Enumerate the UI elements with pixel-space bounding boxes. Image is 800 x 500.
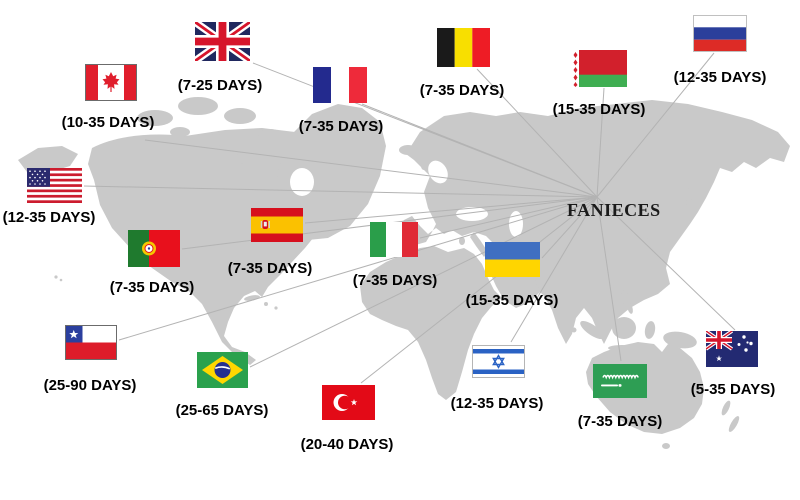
belgium-days-label: (7-35 DAYS) <box>419 82 505 99</box>
chile-days-label: (25-90 DAYS) <box>43 377 137 394</box>
spain-flag-icon <box>251 208 303 242</box>
brazil-flag-icon <box>197 352 248 388</box>
france-days-label: (7-35 DAYS) <box>298 118 384 135</box>
australia-days-label: (5-35 DAYS) <box>690 381 776 398</box>
belarus-days-label: (15-35 DAYS) <box>552 101 646 118</box>
israel-days-label: (12-35 DAYS) <box>450 395 544 412</box>
ukraine-flag-icon <box>485 242 540 277</box>
russia-flag-icon <box>693 15 747 52</box>
continent-italy <box>470 232 488 257</box>
usa-days-label: (12-35 DAYS) <box>2 209 96 226</box>
saudi-arabia-days-label: (7-35 DAYS) <box>577 413 663 430</box>
turkey-flag-icon <box>322 385 375 420</box>
russia-days-label: (12-35 DAYS) <box>673 69 767 86</box>
line-canada <box>144 139 598 198</box>
line-belarus <box>596 87 605 198</box>
united-kingdom-flag-icon <box>195 22 250 61</box>
line-israel <box>510 196 598 343</box>
line-chile <box>118 196 598 341</box>
united-kingdom-days-label: (7-25 DAYS) <box>177 77 263 94</box>
spain-days-label: (7-35 DAYS) <box>227 260 313 277</box>
brand-label: FANIECES <box>567 200 661 220</box>
continent-eurasia <box>396 100 790 344</box>
line-france <box>361 103 598 198</box>
line-ukraine <box>541 196 598 259</box>
line-australia <box>596 196 736 331</box>
brazil-days-label: (25-65 DAYS) <box>175 402 269 419</box>
line-italy <box>419 196 598 239</box>
portugal-flag-icon <box>128 230 180 267</box>
italy-flag-icon <box>370 222 418 257</box>
ukraine-days-label: (15-35 DAYS) <box>465 292 559 309</box>
portugal-days-label: (7-35 DAYS) <box>109 279 195 296</box>
canada-days-label: (10-35 DAYS) <box>61 114 155 131</box>
belgium-flag-icon <box>437 28 490 67</box>
turkey-days-label: (20-40 DAYS) <box>300 436 394 453</box>
france-flag-icon <box>313 67 367 103</box>
line-spain <box>304 196 598 224</box>
israel-flag-icon <box>472 345 525 378</box>
continent-africa <box>360 246 502 400</box>
continent-greenland <box>276 104 386 240</box>
belarus-flag-icon <box>572 50 627 87</box>
australia-flag-icon <box>706 331 758 367</box>
line-russia <box>596 52 715 198</box>
line-belgium <box>476 68 598 198</box>
line-saudi-arabia <box>596 196 622 362</box>
line-usa <box>83 185 598 198</box>
chile-flag-icon <box>65 325 117 360</box>
line-brazil <box>249 196 598 368</box>
usa-flag-icon <box>27 168 82 203</box>
line-turkey <box>360 196 598 384</box>
canada-flag-icon <box>85 64 137 101</box>
italy-days-label: (7-35 DAYS) <box>352 272 438 289</box>
saudi-arabia-flag-icon <box>593 364 647 398</box>
